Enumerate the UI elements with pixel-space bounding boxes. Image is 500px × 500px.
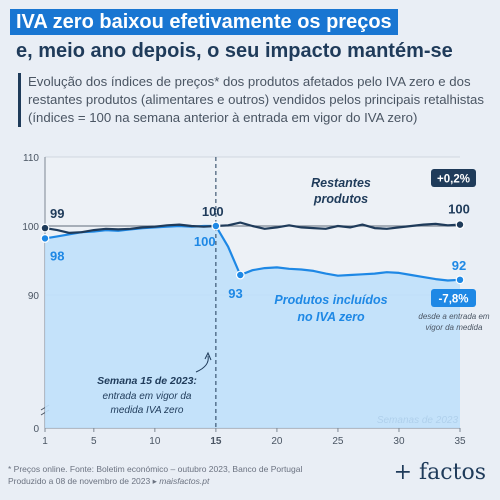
- iva-change-note-line2: vigor da medida: [426, 323, 483, 332]
- footer: * Preços online. Fonte: Boletim económic…: [8, 463, 302, 487]
- x-tick-label: 35: [454, 436, 466, 447]
- footer-source: * Preços online. Fonte: Boletim económic…: [8, 464, 303, 474]
- brand-logo: + factos: [393, 460, 486, 485]
- x-tick-label: 1: [42, 436, 48, 447]
- iva-zero-line: [44, 224, 461, 282]
- y-tick-label: 0: [33, 424, 39, 435]
- restantes-line: [44, 221, 461, 234]
- iva-trough-marker: [235, 270, 245, 280]
- iva-name-line1: Produtos incluídos: [274, 293, 387, 307]
- restantes-mid-label: 100: [202, 204, 224, 219]
- title-line-2: e, meio ano depois, o seu impacto mantém…: [16, 40, 453, 62]
- iva-change-text: -7,8%: [438, 294, 468, 306]
- restantes-change-text: +0,2%: [437, 174, 470, 186]
- iva-end-label: 92: [452, 258, 466, 273]
- y-tick-label: 100: [22, 222, 39, 233]
- x-tick-label: 25: [332, 436, 344, 447]
- iva-mid-marker: [211, 221, 221, 231]
- x-tick-label: 10: [149, 436, 161, 447]
- iva-start-marker: [40, 234, 50, 243]
- x-tick-label: 5: [91, 436, 97, 447]
- footer-produced: Produzido a 08 de novembro de 2023 ▸: [8, 476, 157, 486]
- annotation-title: Semana 15 de 2023:: [97, 375, 197, 387]
- annotation-text-line1: entrada em vigor da: [103, 391, 192, 402]
- x-tick-label: 30: [393, 436, 405, 447]
- iva-change-badge: [431, 289, 476, 307]
- y-tick-label: 90: [28, 291, 40, 302]
- iva-trough-label: 93: [228, 286, 242, 301]
- annotation-text-line2: medida IVA zero: [110, 405, 183, 416]
- iva-name-line2: no IVA zero: [297, 310, 365, 324]
- restantes-end-marker: [455, 220, 465, 230]
- x-tick-label: 15: [210, 436, 222, 447]
- annotation-arrowhead: [204, 351, 212, 361]
- footer-site: maisfactos.pt: [159, 476, 210, 486]
- restantes-change-badge: [431, 169, 476, 187]
- iva-end-marker: [455, 275, 465, 285]
- title-line-1: IVA zero baixou efetivamente os preços: [10, 9, 398, 35]
- x-tick-label: 20: [271, 436, 283, 447]
- subtitle: Evolução dos índices de preços* dos prod…: [18, 73, 500, 127]
- iva-start-label: 98: [50, 248, 64, 263]
- y-tick-label: 110: [23, 153, 39, 164]
- iva-zero-area: [45, 226, 460, 428]
- restantes-start-label: 99: [50, 206, 64, 221]
- iva-change-note-line1: desde a entrada em: [418, 312, 489, 321]
- iva-mid-label: 100: [194, 234, 216, 249]
- restantes-start-marker: [40, 223, 50, 233]
- restantes-name-line2: produtos: [313, 192, 368, 206]
- restantes-end-label: 100: [448, 202, 470, 217]
- restantes-name-line1: Restantes: [311, 176, 371, 190]
- annotation-arrow: [195, 355, 209, 373]
